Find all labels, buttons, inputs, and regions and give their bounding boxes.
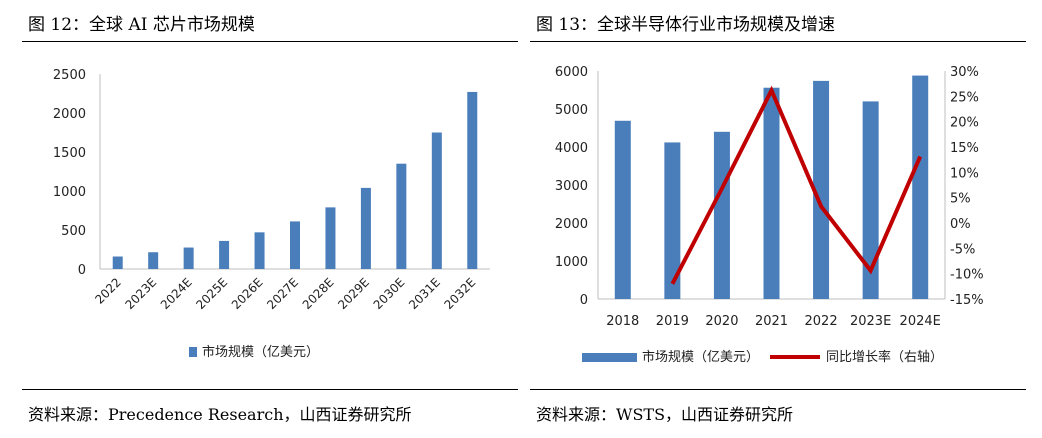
x-tick-label: 2031E: [406, 275, 443, 312]
y-tick-label: 500: [61, 224, 86, 239]
figure-13-title-rule: [530, 41, 1026, 42]
y2-tick-label: -15%: [950, 293, 984, 308]
semiconductor-market-chart: 0 1000 2000 3000 4000 5000 6000 -15% -10% -5% 0% 5%…: [555, 65, 984, 365]
x-tick-label: 2018: [606, 314, 639, 329]
y2-tick-label: 20%: [950, 116, 979, 131]
bar: [360, 187, 371, 269]
x-tick-label: 2023E: [122, 275, 159, 312]
x-tick-label: 2024E: [158, 275, 195, 312]
y-tick-label: 4000: [555, 141, 588, 156]
y-tick-label: 1000: [555, 255, 588, 270]
y2-tick-label: 0%: [950, 217, 971, 232]
x-tick-label: 2019: [656, 314, 689, 329]
y-tick-label: 5000: [555, 103, 588, 118]
bar: [614, 120, 631, 299]
bar: [148, 252, 159, 269]
legend-label-bar: 市场规模（亿美元）: [642, 349, 759, 365]
bar: [183, 247, 194, 269]
figure-13-source-rule: [530, 389, 1026, 390]
bar: [112, 256, 123, 269]
y-tick-label: 0: [580, 293, 588, 308]
bar: [467, 91, 478, 269]
y-tick-label: 6000: [555, 65, 588, 80]
x-tick-label: 2022: [92, 275, 123, 306]
bar: [396, 163, 407, 269]
y-tick-label: 2500: [53, 68, 86, 83]
y2-tick-label: -10%: [950, 268, 984, 283]
figure-12-source: 资料来源：Precedence Research，山西证券研究所: [28, 405, 412, 424]
legend-label-line: 同比增长率（右轴）: [826, 349, 943, 365]
legend-swatch: [189, 347, 197, 357]
figure-13-source: 资料来源：WSTS，山西证券研究所: [536, 405, 794, 424]
x-tick-label: 2030E: [371, 275, 408, 312]
x-tick-label: 2020: [705, 314, 738, 329]
y-tick-label: 2000: [555, 217, 588, 232]
bar: [219, 240, 230, 269]
bar: [713, 131, 730, 299]
x-tick-label: 2027E: [264, 275, 301, 312]
figure-13-panel: 图 13：全球半导体行业市场规模及增速 0 1000 2000 3000 4000 500…: [530, 0, 1026, 438]
y2-tick-label: 25%: [950, 90, 979, 105]
y2-tick-label: 10%: [950, 166, 979, 181]
growth-rate-line: [670, 85, 923, 285]
bar: [431, 132, 442, 269]
bar: [325, 207, 336, 269]
bar: [763, 87, 780, 299]
y-tick-label: 0: [78, 263, 86, 278]
legend-label: 市场规模（亿美元）: [202, 344, 319, 360]
bar: [862, 101, 879, 300]
figure-12-source-rule: [22, 389, 518, 390]
x-tick-label: 2029E: [335, 275, 372, 312]
y-tick-label: 2000: [53, 107, 86, 122]
x-tick-label: 2021: [755, 314, 788, 329]
y-tick-label: 1500: [53, 146, 86, 161]
bar: [664, 142, 681, 299]
bar: [912, 75, 929, 299]
x-tick-label: 2025E: [193, 275, 230, 312]
y-tick-label: 3000: [555, 179, 588, 194]
figure-12-title: 图 12：全球 AI 芯片市场规模: [28, 15, 255, 35]
x-tick-label: 2022: [805, 314, 838, 329]
bar: [813, 80, 830, 299]
figure-13-title: 图 13：全球半导体行业市场规模及增速: [536, 15, 836, 35]
figure-12-panel: 图 12：全球 AI 芯片市场规模 0 500 1000 1500 2000 2500 20…: [22, 0, 518, 438]
x-tick-label: 2024E: [900, 314, 941, 329]
y2-tick-label: 5%: [950, 192, 971, 207]
y2-tick-label: 30%: [950, 65, 979, 80]
y-tick-label: 1000: [53, 185, 86, 200]
y2-tick-label: -5%: [950, 242, 975, 257]
ai-chip-market-chart: 0500100015002000250020222023E2024E2025E2…: [53, 68, 490, 360]
legend-swatch-bar: [582, 353, 637, 362]
x-tick-label: 2026E: [229, 275, 266, 312]
y2-tick-label: 15%: [950, 141, 979, 156]
x-tick-label: 2028E: [300, 275, 337, 312]
bar: [254, 232, 265, 269]
x-tick-label: 2023E: [850, 314, 891, 329]
x-tick-label: 2032E: [442, 275, 479, 312]
bar: [290, 221, 300, 269]
figure-12-title-rule: [22, 41, 518, 42]
